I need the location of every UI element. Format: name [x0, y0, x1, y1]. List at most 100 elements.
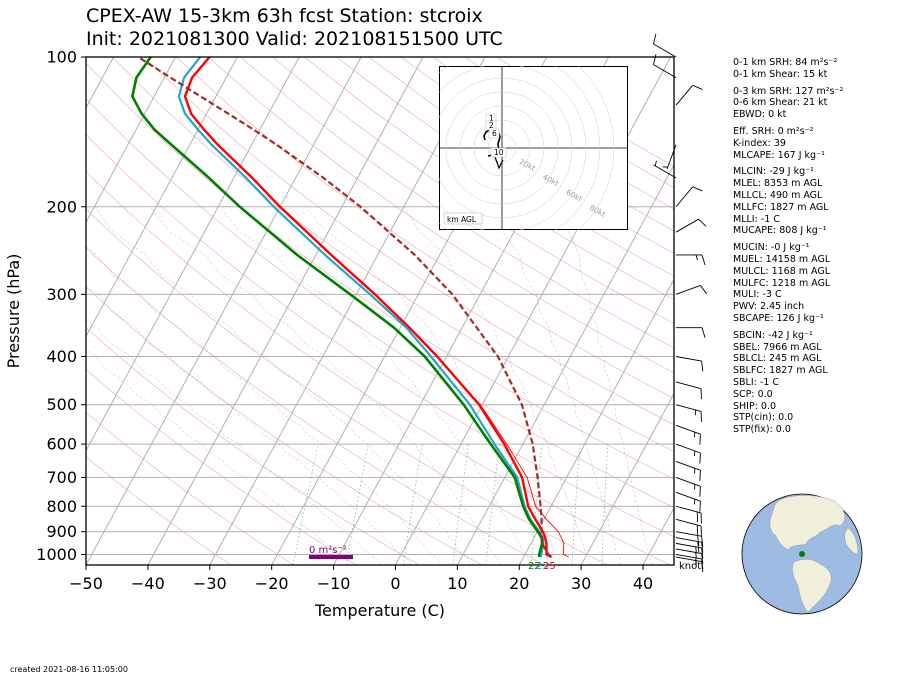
- y-tick-label: 900: [46, 522, 77, 541]
- wind-barb: [675, 285, 708, 295]
- wind-barb: [676, 327, 706, 338]
- index-line: MULFC: 1218 m AGL: [733, 277, 831, 289]
- index-line: MULCL: 1168 m AGL: [733, 265, 831, 277]
- index-line: MUEL: 14158 m AGL: [733, 253, 831, 265]
- y-tick-label: 400: [46, 347, 77, 366]
- x-tick-label: −40: [131, 574, 165, 593]
- moist-adiabat: [403, 206, 591, 565]
- hodograph-ring: [473, 119, 531, 177]
- wind-barb: [675, 424, 701, 445]
- wind-barb: [675, 356, 704, 372]
- index-line: MUCIN: -0 J kg⁻¹: [733, 242, 810, 254]
- index-line: MLCAPE: 167 J kg⁻¹: [733, 149, 825, 161]
- virtual-temperature-profile: [480, 404, 569, 558]
- index-line: MLLFC: 1827 m AGL: [733, 201, 829, 213]
- hodograph-height-label: 6: [492, 129, 497, 138]
- dry-adiabat: [86, 208, 608, 565]
- wind-barb: [662, 144, 677, 170]
- dry-adiabat: [86, 327, 420, 565]
- x-tick-label: −50: [69, 574, 103, 593]
- wind-barbs: knot: [653, 33, 708, 572]
- x-tick-label: −30: [193, 574, 227, 593]
- storm-motion-mark: [494, 156, 504, 170]
- isotherm: [86, 57, 176, 224]
- y-tick-label: 1000: [36, 545, 77, 564]
- wind-barb: [675, 443, 701, 464]
- surface-temperature-label: 25: [543, 561, 556, 572]
- wind-barb: [676, 254, 706, 266]
- dry-adiabat: [272, 57, 674, 324]
- mixing-ratio-line: [485, 444, 500, 565]
- wind-barb: [675, 491, 701, 512]
- y-tick-label: 100: [46, 48, 77, 67]
- surface-wetbulb-label: 23: [536, 561, 549, 572]
- index-line: MUCAPE: 808 J kg⁻¹: [733, 225, 827, 237]
- wind-barb: [675, 537, 704, 553]
- moist-adiabat: [86, 319, 382, 565]
- y-tick-label: 500: [46, 395, 77, 414]
- index-line: SBLCL: 245 m AGL: [733, 353, 822, 365]
- index-line: SBEL: 7966 m AGL: [733, 341, 822, 353]
- dry-adiabat: [86, 97, 674, 508]
- index-line: SBLI: -1 C: [733, 376, 779, 388]
- chart-subtitle: Init: 2021081300 Valid: 202108151500 UTC: [86, 28, 503, 50]
- dry-adiabat: [111, 57, 674, 452]
- wind-unit-label: knot: [679, 561, 701, 572]
- wind-barb: [653, 160, 677, 179]
- index-line: SBCAPE: 126 J kg⁻¹: [733, 312, 824, 324]
- y-tick-label: 800: [46, 497, 77, 516]
- moist-adiabat: [305, 206, 561, 565]
- index-line: 0-6 km Shear: 21 kt: [733, 97, 828, 109]
- index-line: STP(cin): 0.0: [733, 412, 794, 424]
- africa-land: [844, 527, 859, 555]
- index-line: MLCIN: -29 J kg⁻¹: [733, 166, 814, 178]
- dry-adiabat: [240, 57, 674, 349]
- index-line: EBWD: 0 kt: [733, 109, 787, 121]
- x-tick-label: −10: [317, 574, 351, 593]
- wind-barb: [675, 84, 703, 106]
- station-marker: [799, 551, 805, 557]
- indices-panel: 0-1 km SRH: 84 m²s⁻² 0-1 km Shear: 15 kt 0…: [733, 57, 843, 436]
- moist-adiabat: [564, 206, 652, 565]
- index-line: PWV: 2.45 inch: [733, 301, 805, 313]
- isotherm: [86, 57, 300, 452]
- moist-adiabat: [86, 285, 412, 565]
- dry-adiabat: [143, 57, 674, 425]
- wind-barb: [675, 476, 701, 497]
- dry-adiabat: [86, 62, 674, 480]
- index-line: MLEL: 8353 m AGL: [733, 178, 823, 190]
- index-line: MLLI: -1 C: [733, 213, 780, 225]
- hodograph-ring: [439, 77, 573, 219]
- wind-barb: [675, 554, 704, 570]
- moist-adiabat: [86, 246, 441, 565]
- north-america-land: [769, 495, 846, 551]
- index-line: STP(fix): 0.0: [733, 424, 791, 436]
- wind-barb: [675, 505, 702, 524]
- index-line: Eff. SRH: 0 m²s⁻²: [733, 125, 814, 137]
- surface-dewpoint-label: 22: [528, 561, 541, 572]
- moist-adiabat: [494, 206, 622, 565]
- temperature-profile: [183, 57, 552, 559]
- south-america-land: [792, 559, 832, 613]
- wind-barb: [675, 542, 704, 559]
- hodograph-ring: [445, 91, 559, 205]
- hodograph-height-label: 1: [489, 114, 494, 123]
- wind-barb: [653, 54, 677, 78]
- y-tick-label: 300: [46, 285, 77, 304]
- dry-adiabat: [86, 411, 294, 565]
- wind-barb: [675, 218, 707, 233]
- x-tick-label: 10: [447, 574, 467, 593]
- hodograph-height-label: 10: [494, 148, 504, 157]
- dry-adiabat: [336, 57, 674, 277]
- moist-adiabat: [149, 206, 501, 565]
- wind-barb: [675, 404, 702, 422]
- wind-barb: [675, 548, 704, 564]
- hodograph-units-label: km AGL: [447, 215, 477, 224]
- wind-barb: [675, 186, 703, 208]
- mixing-ratio-line: [452, 444, 469, 565]
- index-line: SBCIN: -42 J kg⁻¹: [733, 329, 813, 341]
- x-tick-label: −20: [255, 574, 289, 593]
